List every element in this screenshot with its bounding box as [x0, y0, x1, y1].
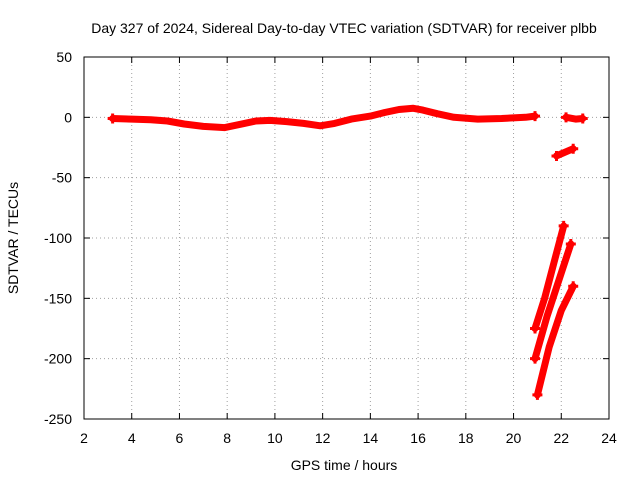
- x-tick-label: 18: [458, 430, 474, 446]
- y-tick-label: 50: [56, 49, 72, 65]
- x-tick-label: 6: [176, 430, 184, 446]
- axis-ticks: [83, 56, 610, 420]
- sdtvar-main: [109, 104, 539, 132]
- sdtvar-late-mid-marker: [551, 150, 562, 161]
- sdtvar-steep-1: [531, 222, 568, 332]
- chart-title: Day 327 of 2024, Sidereal Day-to-day VTE…: [91, 20, 597, 36]
- x-axis-label: GPS time / hours: [291, 457, 398, 473]
- y-tick-label: -100: [44, 230, 72, 246]
- x-tick-label: 4: [128, 430, 136, 446]
- y-tick-label: -250: [44, 411, 72, 427]
- sdtvar-steep-1-marker: [530, 323, 541, 334]
- sdtvar-late-mid-marker: [568, 143, 579, 154]
- data-series: [107, 104, 588, 400]
- y-tick-label: -50: [52, 170, 72, 186]
- x-tick-label: 22: [553, 430, 569, 446]
- sdtvar-steep-3-marker: [568, 281, 579, 292]
- sdtvar-steep-2-marker: [530, 353, 541, 364]
- sdtvar-steep-2-marker: [565, 239, 576, 250]
- sdtvar-main-marker: [530, 111, 541, 122]
- plot-frame: [83, 56, 610, 420]
- x-tick-label: 12: [315, 430, 331, 446]
- grid: [84, 57, 609, 419]
- sdtvar-main-marker: [107, 113, 118, 124]
- y-tick-label: 0: [64, 109, 72, 125]
- sdtvar-steep-2: [531, 240, 575, 363]
- x-tick-label: 10: [267, 430, 283, 446]
- sdtvar-steep-3: [533, 282, 577, 399]
- sdtvar-late-high-marker: [577, 113, 588, 124]
- x-axis-tick-labels: 2 4 6 8 10 12 14 16 18 20 22 24: [80, 430, 617, 446]
- x-tick-label: 16: [410, 430, 426, 446]
- x-tick-label: 14: [363, 430, 379, 446]
- x-tick-label: 8: [223, 430, 231, 446]
- y-tick-label: -150: [44, 290, 72, 306]
- y-tick-label: -200: [44, 351, 72, 367]
- y-axis-tick-labels: 50 0 -50 -100 -150 -200 -250: [44, 49, 72, 427]
- x-tick-label: 20: [506, 430, 522, 446]
- x-tick-label: 2: [80, 430, 88, 446]
- sdtvar-late-high-marker: [561, 112, 572, 123]
- sdtvar-steep-1-marker: [558, 220, 569, 231]
- y-axis-label: SDTVAR / TECUs: [5, 182, 21, 294]
- x-tick-label: 24: [601, 430, 617, 446]
- sdtvar-steep-3-marker: [532, 389, 543, 400]
